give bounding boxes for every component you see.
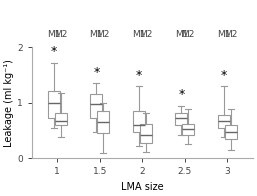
X-axis label: LMA size: LMA size: [121, 182, 164, 192]
PathPatch shape: [218, 115, 230, 128]
PathPatch shape: [176, 113, 187, 125]
Text: *: *: [136, 69, 142, 82]
Text: M1: M1: [132, 31, 146, 39]
PathPatch shape: [133, 111, 145, 132]
Text: *: *: [93, 66, 99, 79]
PathPatch shape: [97, 111, 109, 133]
Text: M1: M1: [217, 31, 231, 39]
Text: M1: M1: [47, 31, 61, 39]
Text: M2: M2: [139, 31, 152, 39]
PathPatch shape: [48, 91, 60, 118]
Text: M2: M2: [96, 31, 110, 39]
Text: *: *: [51, 45, 57, 58]
Text: M2: M2: [181, 31, 195, 39]
Text: *: *: [221, 69, 227, 82]
Text: M2: M2: [224, 31, 237, 39]
PathPatch shape: [182, 124, 194, 135]
Text: *: *: [178, 88, 185, 101]
PathPatch shape: [140, 124, 152, 143]
Text: M1: M1: [175, 31, 188, 39]
PathPatch shape: [55, 113, 67, 125]
Y-axis label: Leakage (ml kg⁻¹): Leakage (ml kg⁻¹): [4, 59, 14, 147]
PathPatch shape: [225, 125, 237, 139]
Text: M1: M1: [90, 31, 103, 39]
PathPatch shape: [90, 94, 102, 118]
Text: M2: M2: [54, 31, 67, 39]
